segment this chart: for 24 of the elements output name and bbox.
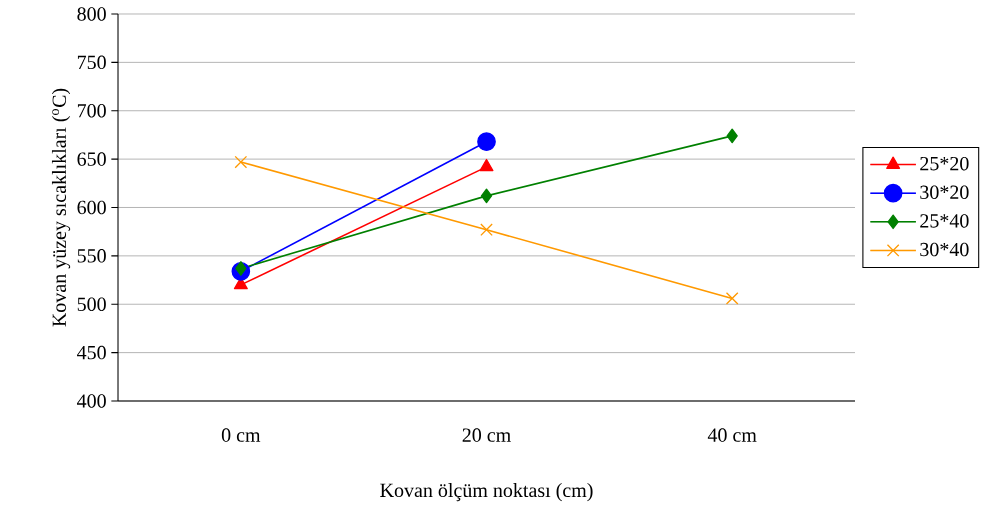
y-tick-label: 450 (77, 345, 106, 360)
y-tick-label: 600 (77, 200, 106, 215)
y-tick-label: 500 (77, 297, 106, 311)
y-tick-label: 550 (77, 249, 106, 263)
x-tick-label: 0 cm (221, 428, 261, 442)
point (725, 292, 739, 305)
x-tick-label: 40 cm (707, 428, 757, 442)
x-axis-title: Kovan ölçüm noktası (cm) (380, 483, 593, 502)
legend-label: 25*20 (920, 156, 969, 171)
y-axis-title: Kovan yüzey sıcaklıkları ($^{o}$C) (51, 88, 71, 327)
y-tick-label: 700 (77, 104, 106, 118)
point (726, 128, 738, 144)
point (480, 223, 493, 237)
y-tick-label: 750 (77, 55, 106, 70)
point (477, 132, 496, 152)
x-tick-label: 20 cm (462, 428, 511, 442)
point (480, 188, 493, 204)
point (234, 155, 248, 169)
legend-label: 25*40 (920, 214, 969, 228)
legend-label: 30*40 (920, 242, 969, 257)
legend-label: 30*20 (920, 185, 969, 200)
y-tick-label: 650 (77, 152, 106, 166)
y-tick-label: 800 (77, 7, 106, 21)
y-tick-label: 400 (77, 394, 106, 408)
